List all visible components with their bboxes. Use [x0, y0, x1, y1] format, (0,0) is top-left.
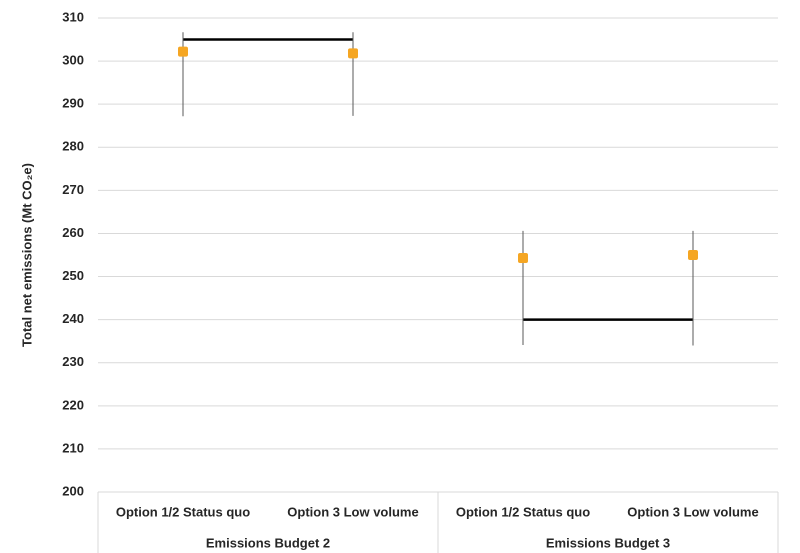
- x-tick-label: Option 3 Low volume: [287, 504, 418, 519]
- y-tick-label: 300: [62, 53, 84, 68]
- y-tick-label: 280: [62, 139, 84, 154]
- y-tick-label: 310: [62, 9, 84, 24]
- y-tick-label: 260: [62, 225, 84, 240]
- y-tick-label: 270: [62, 182, 84, 197]
- point: [688, 250, 698, 260]
- y-tick-label: 290: [62, 96, 84, 111]
- point: [348, 48, 358, 59]
- y-tick-label: 240: [62, 311, 84, 326]
- y-tick-label: 220: [62, 397, 84, 412]
- y-tick-label: 250: [62, 268, 84, 283]
- x-tick-label: Option 3 Low volume: [627, 504, 758, 519]
- group-label: Emissions Budget 2: [206, 535, 330, 550]
- point: [178, 46, 188, 57]
- y-axis-label: Total net emissions (Mt CO₂e): [19, 163, 34, 347]
- y-tick-label: 200: [62, 483, 84, 498]
- x-tick-label: Option 1/2 Status quo: [116, 504, 250, 519]
- group-label: Emissions Budget 3: [546, 535, 670, 550]
- y-tick-label: 210: [62, 440, 84, 455]
- x-tick-label: Option 1/2 Status quo: [456, 504, 590, 519]
- y-tick-label: 230: [62, 354, 84, 369]
- point: [518, 253, 528, 264]
